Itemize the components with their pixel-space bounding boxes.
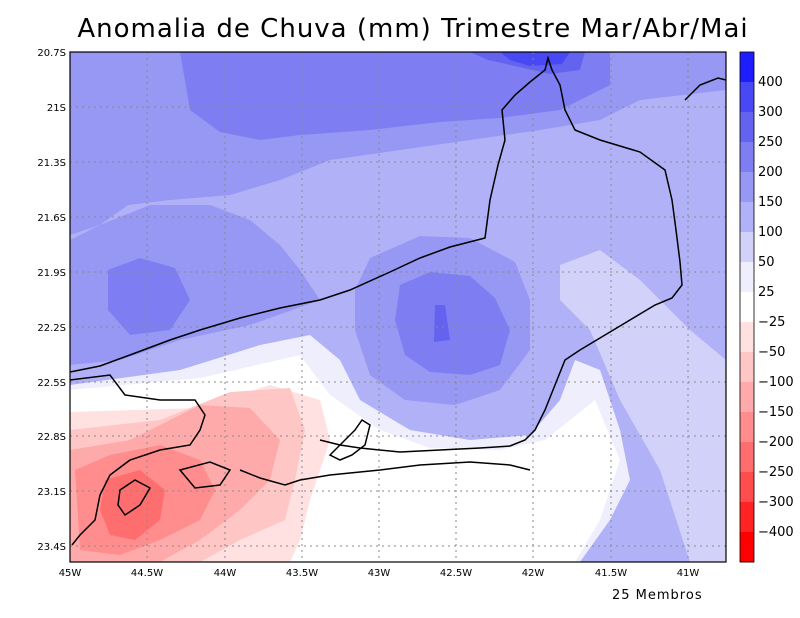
colorbar-label: −25 <box>758 315 785 330</box>
colorbar-swatch <box>740 502 754 533</box>
colorbar-label: −50 <box>758 345 785 360</box>
contour-50-100-east <box>560 250 726 562</box>
colorbar-swatch <box>740 292 754 323</box>
colorbar-label: 400 <box>758 75 783 90</box>
colorbar-label: −200 <box>758 435 794 450</box>
coastline <box>239 461 531 486</box>
colorbar-label: −300 <box>758 495 794 510</box>
colorbar-swatch <box>740 82 754 113</box>
anomaly-contour-fills <box>70 52 726 562</box>
colorbar-label: −250 <box>758 465 794 480</box>
graticule <box>70 52 726 562</box>
ilha-grande <box>117 479 152 517</box>
colorbar-swatch <box>740 532 754 563</box>
espirito-santo-border <box>684 77 726 101</box>
lat-tick-label: 21.3S <box>37 158 66 169</box>
colorbar-label: −400 <box>758 525 794 540</box>
sao-paulo-border <box>70 374 206 546</box>
colorbar-label: 200 <box>758 165 783 180</box>
map-title: Anomalia de Chuva (mm) Trimestre Mar/Abr… <box>77 14 749 44</box>
lat-tick-label: 23.1S <box>37 487 66 498</box>
colorbar-label: −150 <box>758 405 794 420</box>
lon-tick-label: 42.5W <box>440 568 472 579</box>
colorbar-swatch <box>740 352 754 383</box>
lat-tick-label: 21.6S <box>37 213 66 224</box>
colorbar-label: 100 <box>758 225 783 240</box>
lon-tick-label: 41W <box>677 568 700 579</box>
ensemble-members-note: 25 Membros <box>612 588 703 603</box>
lon-tick-label: 43.5W <box>286 568 318 579</box>
lat-tick-label: 21.9S <box>37 268 66 279</box>
colorbar-legend: 400 300 250 200 150 100 50 25 −25 −50 −100 −150 −200… <box>739 51 794 563</box>
contour-250-300-center <box>434 305 450 342</box>
colorbar-label: 25 <box>758 285 775 300</box>
colorbar-swatch <box>740 262 754 293</box>
colorbar-swatch <box>740 172 754 203</box>
colorbar-swatch <box>740 472 754 503</box>
colorbar-swatch <box>740 202 754 233</box>
colorbar-swatch <box>740 232 754 263</box>
colorbar-outline <box>739 51 755 563</box>
colorbar-swatch <box>740 412 754 443</box>
colorbar-swatch <box>740 142 754 173</box>
contour-200-250 <box>180 52 610 140</box>
lat-tick-label: 21S <box>47 103 66 114</box>
lat-tick-label: 22.8S <box>37 432 66 443</box>
lat-tick-label: 20.7S <box>37 48 66 59</box>
lon-tick-label: 45W <box>59 568 82 579</box>
state-boundaries <box>70 55 726 546</box>
colorbar-swatch <box>740 52 754 83</box>
contour-200-250-west <box>108 258 190 335</box>
colorbar-label: 150 <box>758 195 783 210</box>
latitude-axis: 20.7S 21S 21.3S 21.6S 21.9S 22.2S 22.5S … <box>37 48 66 553</box>
map-frame <box>69 51 727 563</box>
lon-tick-label: 41.5W <box>595 568 627 579</box>
lat-tick-label: 23.4S <box>37 542 66 553</box>
rio-de-janeiro-border <box>70 55 683 453</box>
lat-tick-label: 22.2S <box>37 323 66 334</box>
sepetiba-bay <box>178 461 232 489</box>
colorbar-swatch <box>740 442 754 473</box>
colorbar-swatch <box>740 322 754 353</box>
colorbar-label: 50 <box>758 255 775 270</box>
contour-300-400 <box>500 52 570 66</box>
guanabara-bay <box>328 418 371 461</box>
lon-tick-label: 43W <box>368 568 391 579</box>
longitude-axis: 45W 44.5W 44W 43.5W 43W 42.5W 42W 41.5W … <box>59 568 700 579</box>
lon-tick-label: 42W <box>522 568 545 579</box>
lat-tick-label: 22.5S <box>37 378 66 389</box>
colorbar-label: −100 <box>758 375 794 390</box>
lon-tick-label: 44W <box>214 568 237 579</box>
contour-200-250-center <box>395 272 510 375</box>
colorbar-label: 250 <box>758 135 783 150</box>
lon-tick-label: 44.5W <box>131 568 163 579</box>
colorbar-swatch <box>740 382 754 413</box>
colorbar-label: 300 <box>758 105 783 120</box>
colorbar-swatch <box>740 112 754 143</box>
